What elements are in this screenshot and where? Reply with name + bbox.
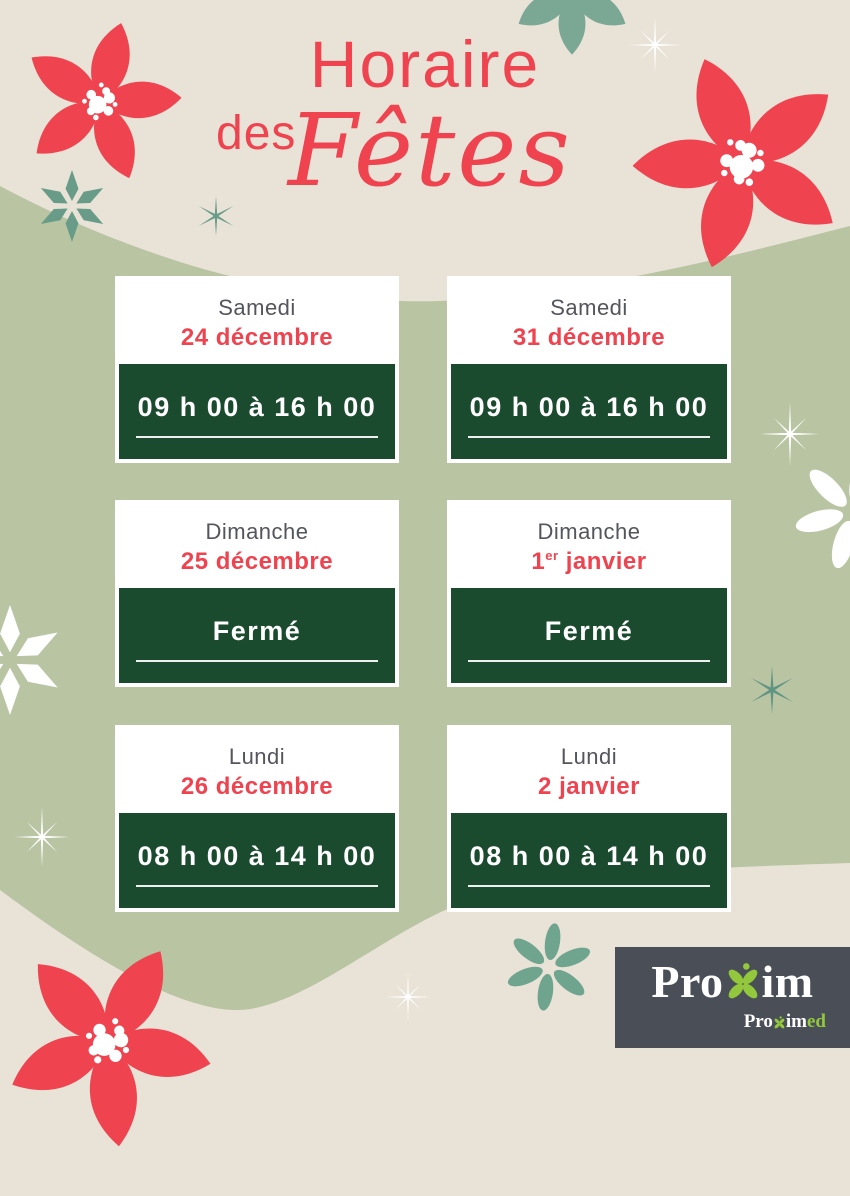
card-hours-text: Fermé [212,615,302,646]
card-date-label: 31 décembre [447,324,731,352]
schedule-card-dimanche-1er: Dimanche 1er janvier Fermé [447,500,731,687]
card-hours-box: 09 h 00 à 16 h 00 [451,364,727,459]
card-hours-text: Fermé [544,615,634,646]
proxim-logo-box: Pro im Pro im ed [615,947,850,1048]
card-date-sup: er [545,548,559,563]
schedule-card-lundi-2: Lundi 2 janvier 08 h 00 à 14 h 00 [447,725,731,912]
card-day-label: Dimanche [205,519,309,544]
hours-underline [467,435,711,438]
title-word-des: des [216,107,297,160]
card-day-label: Samedi [218,295,296,320]
schedule-card-dimanche-25: Dimanche 25 décembre Fermé [115,500,399,687]
logo-text-im: im [761,956,814,1007]
proximed-sublogo: Pro im ed [744,1011,826,1033]
title-word-fetes: Fêtes [288,92,572,209]
card-day-label: Dimanche [537,519,641,544]
card-date-main: 25 décembre [180,548,334,575]
card-hours-box: 08 h 00 à 14 h 00 [451,813,727,908]
card-date-label: 2 janvier [447,773,731,801]
card-hours-text: 08 h 00 à 14 h 00 [137,840,377,871]
card-date-label: 25 décembre [115,548,399,576]
card-day-label: Samedi [550,295,628,320]
card-hours-text: 08 h 00 à 14 h 00 [469,840,709,871]
sublogo-text-im: im [785,1011,807,1032]
sublogo-text-pro: Pro [743,1011,773,1032]
card-date-main: 31 décembre [512,324,666,351]
hours-underline [135,435,379,438]
hours-underline [467,659,711,662]
card-hours-text: 09 h 00 à 16 h 00 [469,391,709,422]
card-hours-box: 08 h 00 à 14 h 00 [119,813,395,908]
card-hours-box: Fermé [119,588,395,683]
card-hours-text: 09 h 00 à 16 h 00 [137,391,377,422]
card-day-label: Lundi [228,744,286,769]
card-date-main: 2 janvier [538,773,640,800]
hours-underline [135,659,379,662]
schedule-card-lundi-26: Lundi 26 décembre 08 h 00 à 14 h 00 [115,725,399,912]
card-date-main: 26 décembre [180,773,334,800]
card-date-label: 24 décembre [115,324,399,352]
card-date-main: 1 [531,548,546,575]
schedule-card-samedi-24: Samedi 24 décembre 09 h 00 à 16 h 00 [115,276,399,463]
title-word-horaire: Horaire [309,27,541,101]
card-date-main: 24 décembre [180,324,334,351]
card-date-label: 26 décembre [115,773,399,801]
proxim-logo: Pro im [615,955,850,1008]
schedule-card-samedi-31: Samedi 31 décembre 09 h 00 à 16 h 00 [447,276,731,463]
sublogo-text-ed: ed [807,1011,826,1032]
card-hours-box: Fermé [451,588,727,683]
card-day-label: Lundi [560,744,618,769]
card-date-rest: janvier [558,548,647,575]
hours-underline [135,884,379,887]
card-date-label: 1er janvier [447,548,731,576]
hours-underline [467,884,711,887]
logo-text-pro: Pro [651,956,724,1007]
proxim-x-leaf-icon [725,962,760,1001]
card-hours-box: 09 h 00 à 16 h 00 [119,364,395,459]
proximed-x-leaf-icon [773,1015,786,1029]
